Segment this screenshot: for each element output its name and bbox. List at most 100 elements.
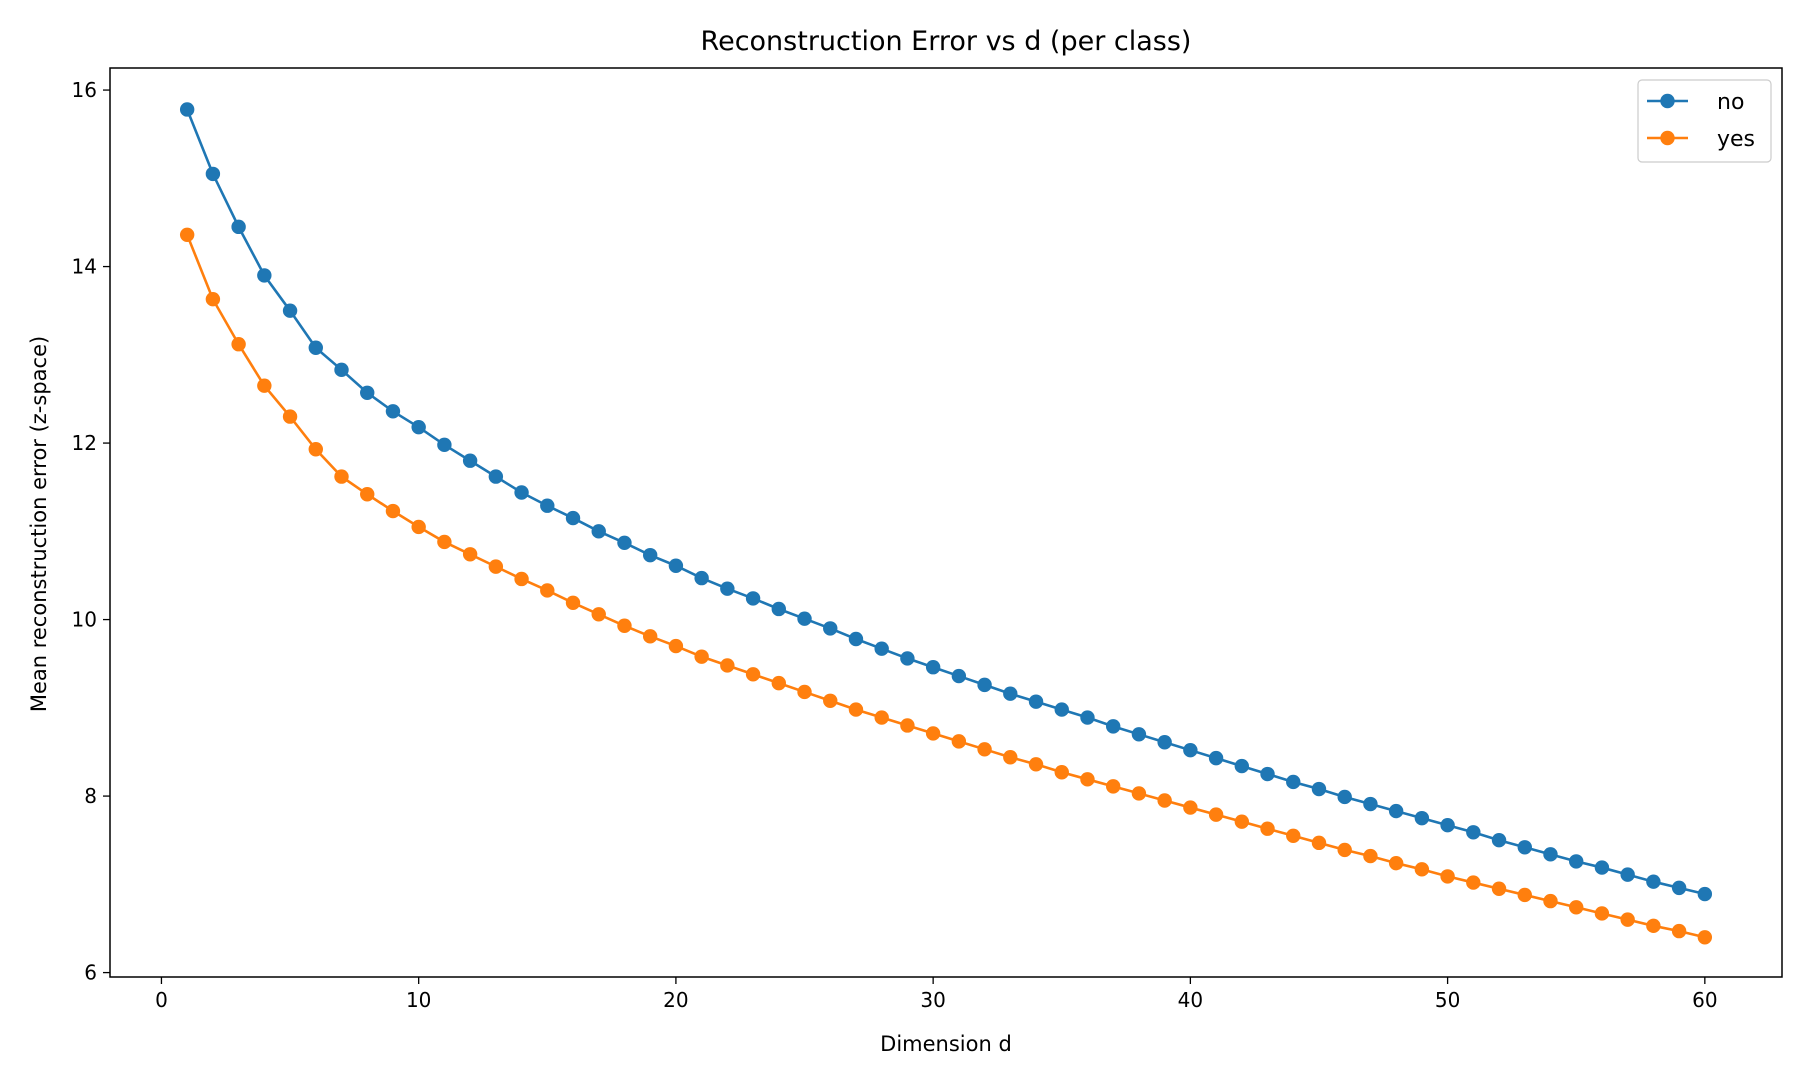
- data-point-no: [514, 485, 529, 500]
- data-point-yes: [1080, 772, 1095, 787]
- chart-title: Reconstruction Error vs d (per class): [701, 26, 1192, 57]
- data-point-no: [308, 340, 323, 355]
- x-axis-label: Dimension d: [880, 1032, 1012, 1056]
- data-point-no: [1106, 719, 1121, 734]
- data-point-no: [565, 510, 581, 526]
- y-tick-label: 14: [72, 255, 97, 279]
- data-point-yes: [385, 503, 401, 519]
- x-tick-label: 0: [155, 988, 168, 1012]
- data-point-yes: [411, 519, 426, 535]
- data-point-no: [1311, 781, 1327, 797]
- data-point-yes: [205, 292, 221, 307]
- data-point-yes: [1646, 918, 1661, 934]
- data-point-yes: [1106, 779, 1121, 794]
- data-point-no: [1620, 867, 1635, 882]
- data-point-no: [385, 404, 401, 419]
- data-point-no: [334, 362, 349, 378]
- x-tick-label: 60: [1692, 988, 1717, 1012]
- data-point-no: [1697, 886, 1713, 902]
- data-point-no: [617, 535, 632, 550]
- data-point-no: [900, 651, 915, 666]
- data-point-yes: [488, 559, 504, 574]
- data-point-yes: [668, 638, 684, 654]
- legend-label-yes: yes: [1717, 127, 1755, 152]
- x-tick-label: 50: [1435, 988, 1460, 1012]
- data-point-yes: [694, 649, 709, 664]
- data-point-yes: [1466, 875, 1481, 890]
- data-point-no: [282, 303, 298, 318]
- data-point-no: [1543, 847, 1558, 862]
- legend-marker-yes: [1660, 130, 1675, 146]
- data-point-no: [1003, 686, 1018, 701]
- data-point-no: [642, 547, 658, 563]
- data-point-yes: [334, 469, 349, 484]
- data-point-yes: [540, 583, 555, 598]
- legend: no yes: [1637, 79, 1772, 163]
- data-point-no: [1028, 694, 1044, 709]
- data-point-yes: [1208, 807, 1224, 822]
- data-point-no: [1363, 796, 1378, 812]
- data-point-yes: [1183, 800, 1198, 815]
- data-point-yes: [1671, 923, 1687, 939]
- data-point-yes: [565, 595, 581, 611]
- data-point-yes: [1569, 900, 1584, 915]
- y-tick-label: 8: [84, 784, 97, 808]
- data-point-no: [540, 498, 555, 513]
- y-tick-label: 6: [84, 961, 97, 985]
- y-tick-label: 10: [72, 608, 97, 632]
- data-point-yes: [1543, 893, 1558, 909]
- data-point-yes: [1363, 848, 1378, 864]
- plot-area: 0 10 20 30 40 50 60 6 8 10 12 14 16: [72, 78, 1718, 1012]
- y-tick-label: 16: [72, 78, 97, 102]
- data-point-no: [1234, 758, 1250, 774]
- data-point-yes: [1594, 906, 1610, 921]
- data-point-no: [1131, 727, 1147, 742]
- data-point-no: [1286, 774, 1301, 790]
- x-tick-label: 20: [663, 988, 688, 1012]
- data-point-no: [1491, 833, 1507, 848]
- data-point-yes: [745, 667, 761, 682]
- data-point-yes: [1491, 881, 1507, 896]
- data-point-no: [874, 641, 889, 656]
- data-point-no: [1671, 880, 1687, 896]
- data-point-no: [1080, 710, 1095, 725]
- data-point-no: [488, 469, 504, 484]
- data-point-no: [1054, 702, 1069, 717]
- data-point-yes: [642, 629, 658, 644]
- legend-marker-no: [1660, 93, 1675, 109]
- data-point-yes: [617, 618, 632, 633]
- data-point-no: [1208, 750, 1224, 766]
- data-point-no: [1388, 803, 1404, 819]
- y-axis-label: Mean reconstruction error (z-space): [27, 336, 51, 712]
- data-point-no: [720, 581, 735, 596]
- data-point-no: [1440, 818, 1455, 833]
- data-point-no: [257, 268, 272, 283]
- data-point-no: [771, 601, 786, 617]
- data-point-no: [591, 524, 606, 539]
- data-point-yes: [720, 658, 735, 673]
- data-point-yes: [1003, 750, 1018, 765]
- data-point-yes: [1131, 786, 1147, 801]
- data-point-yes: [848, 702, 864, 717]
- data-point-no: [668, 558, 684, 573]
- data-point-no: [797, 611, 812, 626]
- data-point-no: [1594, 860, 1610, 875]
- data-point-yes: [282, 409, 298, 424]
- plot-frame: [109, 67, 1783, 978]
- data-point-yes: [462, 547, 478, 562]
- data-point-yes: [1620, 912, 1635, 927]
- data-point-yes: [1157, 793, 1172, 808]
- data-point-yes: [360, 487, 375, 502]
- x-tick-label: 30: [920, 988, 945, 1012]
- data-point-yes: [1697, 930, 1713, 945]
- data-point-yes: [179, 227, 195, 242]
- data-point-no: [823, 621, 838, 636]
- data-point-yes: [591, 607, 606, 622]
- data-point-no: [179, 102, 195, 117]
- data-point-no: [925, 660, 941, 675]
- data-point-yes: [1388, 855, 1404, 871]
- data-point-no: [1646, 874, 1661, 889]
- data-point-yes: [514, 571, 529, 587]
- data-point-yes: [1286, 828, 1301, 843]
